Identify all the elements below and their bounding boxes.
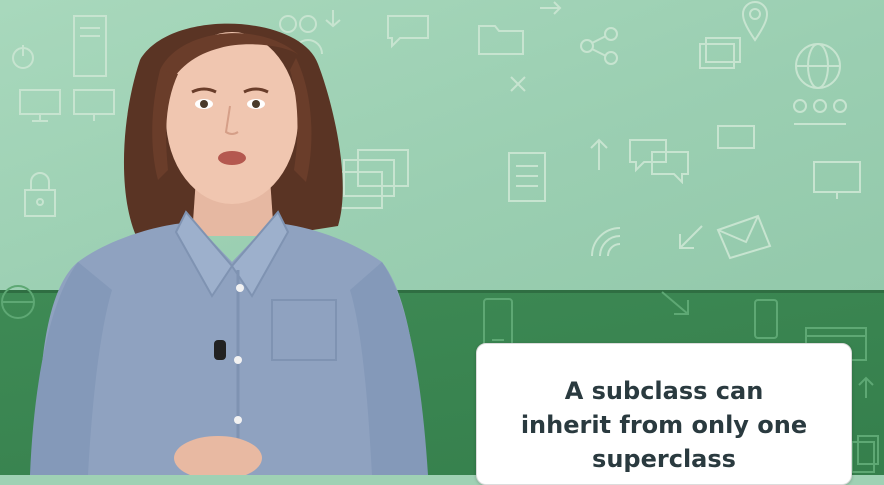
arrow-up-icon [587, 136, 611, 172]
background-divider [0, 290, 884, 293]
files-icon [850, 434, 880, 474]
monitor-icon [72, 88, 116, 124]
envelope-icon [712, 212, 776, 260]
folder-icon [477, 20, 525, 58]
caption-line: A subclass can [564, 377, 764, 405]
share-icon [577, 24, 621, 68]
arrow-icon [322, 8, 344, 30]
arrow-icon [538, 0, 564, 16]
stack-windows-icon [698, 36, 742, 70]
globe-icon [792, 40, 844, 92]
document-icon [506, 150, 548, 204]
power-icon [8, 42, 38, 72]
desktop-tower-icon [70, 12, 110, 82]
caption-line: inherit from only one [520, 411, 808, 439]
monitor-icon [18, 88, 62, 124]
decorative-icons-layer [0, 0, 880, 474]
speech-bubbles-icon [628, 136, 690, 184]
caption-line: superclass [592, 445, 736, 473]
lock-icon [22, 170, 58, 220]
caption-card: A subclass can inherit from only one sup… [476, 343, 852, 485]
arrow-icon [658, 288, 694, 318]
caption-text: A subclass can inherit from only one sup… [477, 374, 851, 476]
monitor-icon [716, 124, 756, 154]
arrow-icon [676, 222, 706, 252]
stack-windows-icon [330, 148, 412, 212]
globe-icon [0, 282, 40, 322]
presenter-figure [30, 23, 428, 475]
wifi-icon [588, 224, 624, 260]
network-icon [790, 94, 850, 130]
phone-icon [752, 298, 780, 340]
location-pin-icon [740, 0, 770, 42]
chat-bubble-icon [384, 12, 432, 52]
phone-icon [480, 296, 516, 350]
arrow-up-icon [856, 374, 876, 400]
close-x-icon [508, 74, 528, 94]
monitor-icon [812, 160, 862, 202]
